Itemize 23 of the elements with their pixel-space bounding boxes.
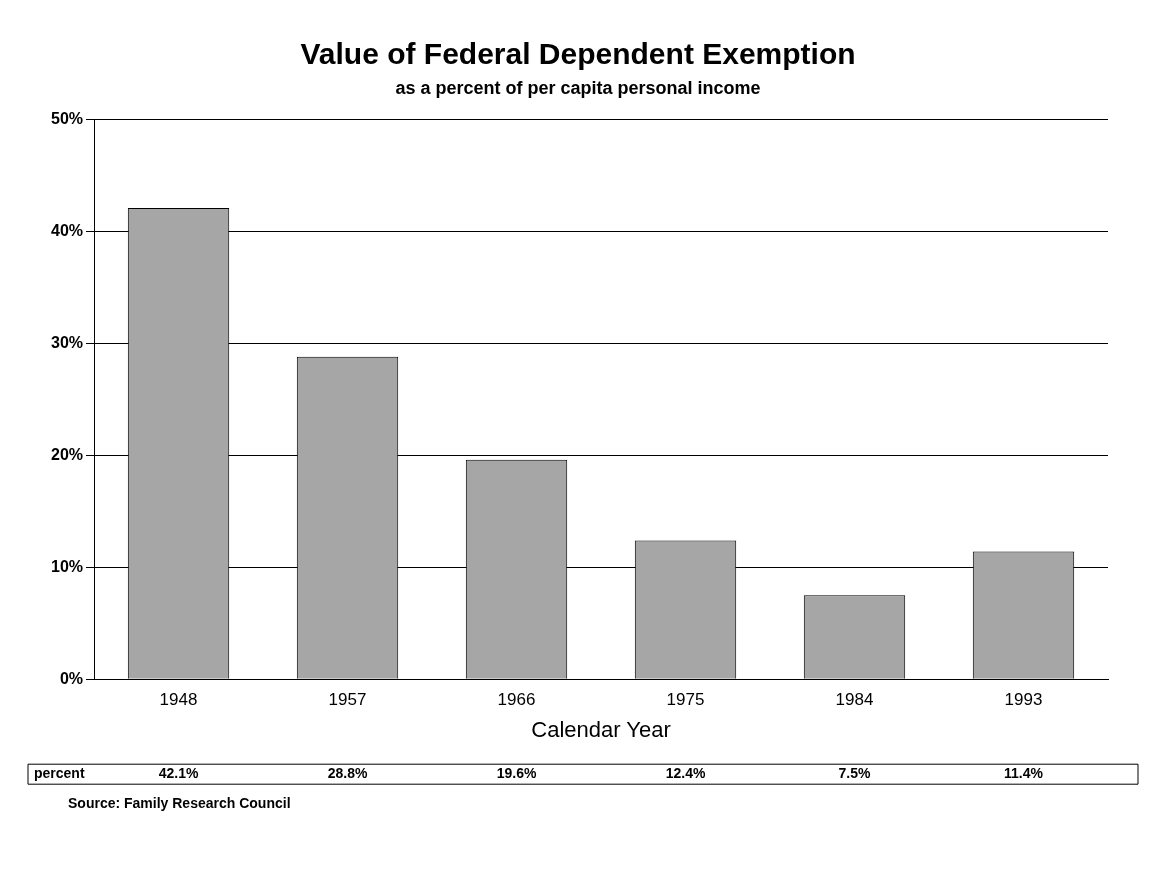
y-tick-label: 20% bbox=[50, 445, 84, 463]
data-label: 12.4% bbox=[665, 765, 706, 782]
y-tick-label: 0% bbox=[59, 669, 84, 687]
data-label: 19.6% bbox=[496, 765, 537, 782]
x-tick-label: 1993 bbox=[1004, 690, 1043, 710]
x-tick-label: 1975 bbox=[666, 690, 705, 710]
y-tick-label: 50% bbox=[50, 110, 84, 128]
data-label: 7.5% bbox=[838, 765, 872, 782]
chart-subtitle: as a percent of per capita personal income bbox=[395, 77, 761, 98]
y-tick-label: 40% bbox=[50, 221, 84, 239]
y-tick-label: 10% bbox=[50, 557, 84, 575]
x-tick-label: 1948 bbox=[159, 690, 198, 710]
y-tick-label: 30% bbox=[50, 333, 84, 351]
data-label: 42.1% bbox=[158, 765, 199, 782]
source-note: Source: Family Research Council bbox=[68, 795, 291, 812]
data-label: 28.8% bbox=[327, 765, 368, 782]
x-tick-label: 1966 bbox=[497, 690, 536, 710]
chart-title: Value of Federal Dependent Exemption bbox=[300, 37, 856, 71]
text: percent bbox=[34, 765, 85, 782]
data-label: 11.4% bbox=[1004, 765, 1044, 782]
x-tick-label: 1984 bbox=[835, 690, 874, 710]
x-axis-title: Calendar Year bbox=[531, 716, 671, 742]
x-tick-label: 1957 bbox=[328, 690, 367, 710]
